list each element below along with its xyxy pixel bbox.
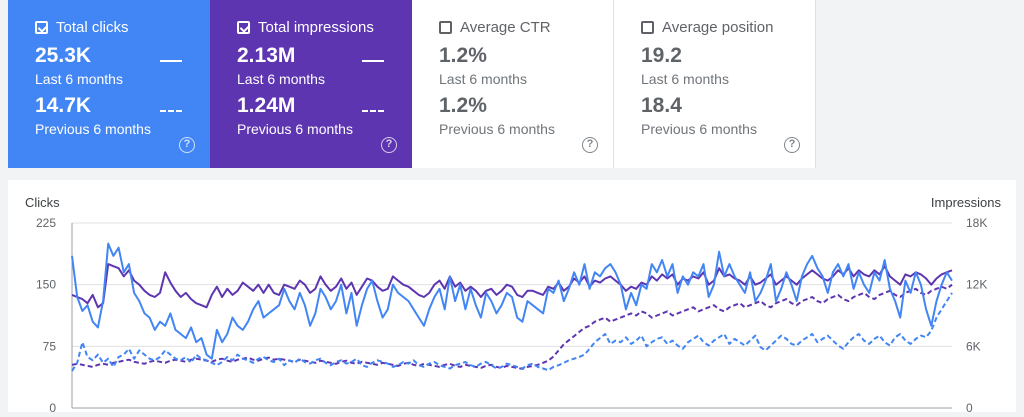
- checkbox-checked-icon[interactable]: [35, 20, 48, 34]
- card-header: Total impressions: [237, 16, 398, 38]
- left-tick-label: 150: [36, 278, 56, 292]
- current-value: 2.13M: [237, 44, 296, 67]
- checkbox-checked-icon[interactable]: [237, 20, 250, 34]
- solid-line-legend-icon: [160, 60, 182, 62]
- card-title: Average position: [662, 18, 774, 36]
- help-icon[interactable]: ?: [381, 137, 397, 153]
- current-value: 1.2%: [439, 44, 487, 67]
- dashed-line-legend-icon: [160, 110, 182, 112]
- card-header: Total clicks: [35, 16, 196, 38]
- impressions-dashed-series-line: [71, 283, 953, 370]
- current-period: Last 6 months: [641, 71, 729, 87]
- metric-cards: Total clicks 25.3K Last 6 months 14.7K P…: [8, 0, 816, 168]
- current-period: Last 6 months: [439, 71, 527, 87]
- previous-value: 1.2%: [439, 94, 487, 117]
- current-period: Last 6 months: [35, 71, 123, 87]
- left-axis-label: Clicks: [25, 195, 60, 210]
- solid-line-legend-icon: [362, 60, 384, 62]
- current-value: 25.3K: [35, 44, 92, 67]
- right-tick-label: 18K: [966, 216, 987, 230]
- clicks-solid-series-line: [71, 242, 953, 360]
- impressions-solid-series-line: [71, 263, 953, 309]
- card-title: Total impressions: [258, 18, 374, 36]
- help-icon[interactable]: ?: [784, 137, 800, 153]
- previous-value: 18.4: [641, 94, 682, 117]
- left-tick-label: 225: [36, 216, 56, 230]
- clicks-dashed-series-line: [71, 292, 953, 372]
- performance-chart: Clicks Impressions 225 18K 150 12K 75 6K 0 0: [25, 195, 1002, 415]
- checkbox-unchecked-icon[interactable]: [439, 20, 452, 34]
- right-tick-label: 0: [966, 401, 973, 412]
- previous-period: Previous 6 months: [439, 121, 555, 137]
- current-period: Last 6 months: [237, 71, 325, 87]
- previous-period: Previous 6 months: [35, 121, 151, 137]
- left-tick-label: 75: [43, 339, 57, 353]
- right-tick-label: 6K: [966, 339, 981, 353]
- previous-value: 1.24M: [237, 94, 296, 117]
- help-icon[interactable]: ?: [582, 137, 598, 153]
- dashed-line-legend-icon: [362, 110, 384, 112]
- current-value: 19.2: [641, 44, 682, 67]
- right-axis-label: Impressions: [931, 195, 1002, 210]
- right-tick-label: 12K: [966, 278, 987, 292]
- average-position-card[interactable]: Average position 19.2 Last 6 months 18.4…: [614, 0, 816, 168]
- performance-chart-panel: Clicks Impressions 225 18K 150 12K 75 6K 0 0: [8, 180, 1016, 415]
- card-title: Total clicks: [56, 18, 129, 36]
- left-tick-label: 0: [49, 401, 56, 412]
- card-header: Average position: [641, 16, 801, 38]
- previous-value: 14.7K: [35, 94, 92, 117]
- help-icon[interactable]: ?: [179, 137, 195, 153]
- average-ctr-card[interactable]: Average CTR 1.2% Last 6 months 1.2% Prev…: [412, 0, 614, 168]
- total-clicks-card[interactable]: Total clicks 25.3K Last 6 months 14.7K P…: [8, 0, 210, 168]
- checkbox-unchecked-icon[interactable]: [641, 20, 654, 34]
- card-title: Average CTR: [460, 18, 551, 36]
- total-impressions-card[interactable]: Total impressions 2.13M Last 6 months 1.…: [210, 0, 412, 168]
- previous-period: Previous 6 months: [237, 121, 353, 137]
- previous-period: Previous 6 months: [641, 121, 757, 137]
- card-header: Average CTR: [439, 16, 599, 38]
